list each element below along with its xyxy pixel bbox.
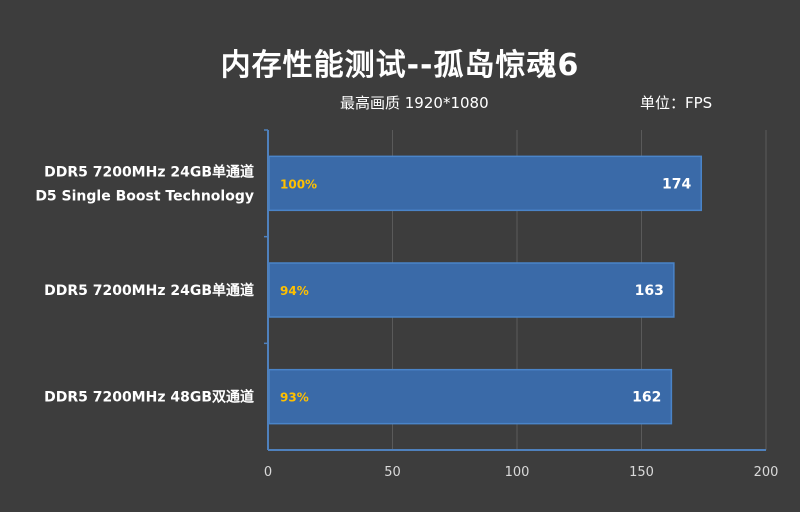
bar-percent-label: 94% <box>280 284 309 298</box>
bar-percent-label: 100% <box>280 177 317 191</box>
bar-value-label: 162 <box>632 390 661 406</box>
chart-title: 内存性能测试--孤岛惊魂6 <box>220 48 580 83</box>
bars <box>268 155 703 425</box>
x-tick-label: 200 <box>754 465 779 480</box>
bar <box>268 155 703 212</box>
x-tick-label: 50 <box>384 465 401 480</box>
x-tick-label: 100 <box>505 465 530 480</box>
axes <box>264 129 766 451</box>
bar-percent-label: 93% <box>280 391 309 405</box>
category-label: D5 Single Boost Technology <box>35 188 254 204</box>
x-tick-label: 0 <box>264 465 272 480</box>
bar <box>268 262 675 318</box>
chart-unit-label: 单位：FPS <box>640 94 713 112</box>
bar-value-label: 163 <box>635 283 664 299</box>
category-label: DDR5 7200MHz 24GB单通道 <box>44 282 254 299</box>
chart-subtitle: 最高画质 1920*1080 <box>340 94 489 112</box>
x-tick-label: 150 <box>629 465 654 480</box>
category-label: DDR5 7200MHz 48GB双通道 <box>44 389 254 406</box>
bar <box>268 368 673 425</box>
labels: 0 50 100 150 200 174 100% DDR5 7200MHz 24GB单通道 D… <box>35 163 778 480</box>
category-label: DDR5 7200MHz 24GB单通道 <box>44 163 254 180</box>
bar-value-label: 174 <box>662 176 691 192</box>
